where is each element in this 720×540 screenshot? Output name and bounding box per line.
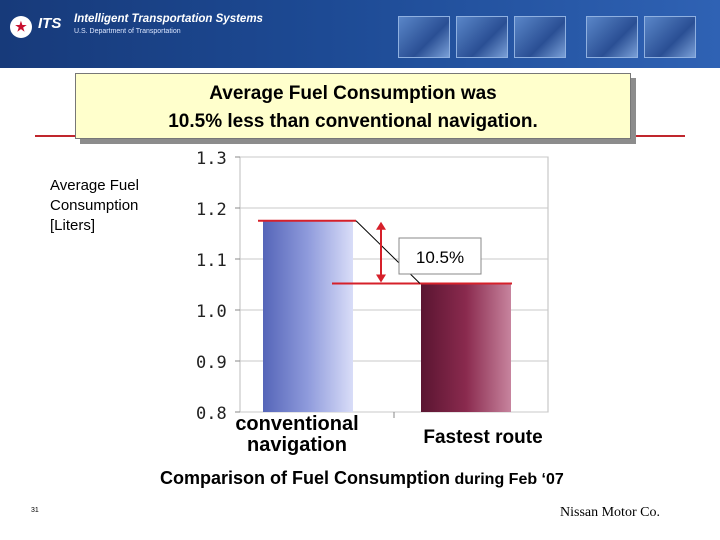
y-tick-label: 1.1 — [196, 251, 227, 271]
org-title: Intelligent Transportation Systems — [74, 13, 263, 25]
y-axis-label: Average Fuel Consumption [Liters] — [50, 176, 139, 236]
annotation-connector — [355, 220, 421, 284]
its-logo-text: ITS — [38, 15, 62, 32]
y-axis-label-line3: [Liters] — [50, 217, 96, 234]
bar-fastest — [421, 283, 511, 412]
category-label-conventional-line2: navigation — [246, 434, 347, 456]
category-label-conventional-line1: conventional — [235, 413, 359, 435]
y-tick-label: 1.3 — [196, 149, 227, 169]
caption-tail: during Feb ‘07 — [454, 471, 564, 488]
star-icon: ★ — [15, 19, 27, 34]
dot-logo-icon — [10, 16, 32, 38]
arrow-down-icon — [376, 274, 386, 283]
category-label-fastest: Fastest route — [423, 427, 543, 448]
y-axis-label-line2: Consumption — [50, 197, 139, 214]
arrow-up-icon — [376, 221, 386, 230]
header-banner: ★ ITS Intelligent Transportation Systems… — [0, 0, 720, 68]
vehicle-photo-icon — [586, 16, 638, 58]
highway-photo-icon — [398, 16, 450, 58]
y-tick-label: 0.9 — [196, 353, 227, 373]
truck-photo-icon — [456, 16, 508, 58]
y-tick-label: 1.0 — [196, 302, 227, 322]
truck-photo-icon — [644, 16, 696, 58]
y-axis-label-line1: Average Fuel — [50, 177, 139, 194]
category-label-conventional: conventional navigation — [222, 414, 372, 456]
slide-title: Average Fuel Consumption was 10.5% less … — [75, 73, 631, 139]
caption-main: Comparison of Fuel Consumption — [160, 468, 450, 488]
credit-text: Nissan Motor Co. — [560, 505, 660, 520]
annotation-box — [398, 237, 482, 275]
traffic-photo-icon — [514, 16, 566, 58]
slide-title-line1: Average Fuel Consumption was — [209, 83, 497, 104]
plot-frame — [239, 156, 549, 413]
chart-caption: Comparison of Fuel Consumption during Fe… — [160, 468, 564, 489]
slide-title-line2: 10.5% less than conventional navigation. — [168, 111, 538, 132]
y-tick-label: 1.2 — [196, 200, 227, 220]
annotation-label: 10.5% — [416, 248, 464, 267]
bar-conventional — [263, 220, 353, 412]
org-subtitle: U.S. Department of Transportation — [74, 28, 181, 35]
page-number: 31 — [31, 507, 39, 514]
